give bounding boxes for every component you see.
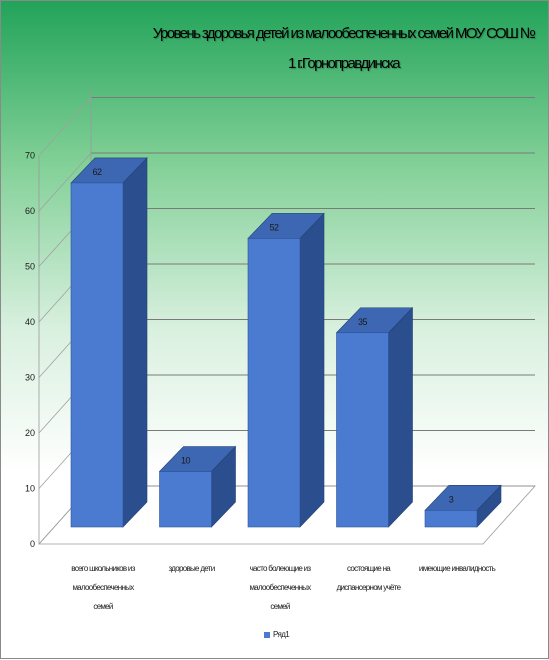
chart-title-line-1: Уровень здоровья детей из малообеспеченн… [152, 25, 536, 42]
y-tick-label: 20 [25, 428, 35, 438]
x-tick-label: всего школьников из малообеспеченных семей [51, 559, 155, 616]
x-tick-label-line: малообеспеченных [72, 583, 134, 592]
data-label: 62 [92, 167, 102, 177]
x-tick-label-line: семей [270, 602, 290, 611]
x-tick-label: имеющие инвалидность [405, 559, 509, 578]
bar [336, 332, 389, 528]
x-tick-label-line: семей [93, 602, 113, 611]
side-gridline [38, 97, 92, 156]
y-tick-label: 30 [25, 373, 35, 383]
y-tick-label: 60 [25, 206, 35, 216]
x-tick-label-line: диспансерном учёте [336, 583, 402, 592]
bar-side [122, 157, 148, 528]
x-tick-label-line: состоящие на [346, 564, 391, 573]
y-tick-label: 70 [25, 151, 35, 161]
chart-title: Уровень здоровья детей из малообеспеченн… [141, 19, 546, 79]
y-tick-label: 10 [25, 484, 35, 494]
x-tick-label-line: малообеспеченных [249, 583, 311, 592]
x-tick-label: состоящие на диспансерном учёте [317, 559, 421, 597]
x-tick-label-line: часто болеющие из [249, 564, 311, 573]
x-tick-label-line: имеющие инвалидность [418, 564, 496, 573]
data-label: 52 [269, 222, 279, 232]
data-label: 10 [181, 456, 191, 466]
data-label: 35 [358, 317, 368, 327]
x-tick-label-line: здоровые дети [168, 564, 215, 573]
side-gridline [38, 152, 92, 212]
x-tick-label-line: всего школьников из [71, 564, 135, 573]
bar [159, 471, 212, 528]
x-tick-label: здоровые дети [140, 559, 244, 578]
chart-title-line-2: 1 г.Горноправдинска [287, 55, 401, 72]
y-tick-label: 0 [30, 539, 35, 549]
bar [247, 238, 301, 528]
y-tick-label: 50 [25, 262, 35, 272]
legend: Ряд1 [264, 630, 290, 639]
y-tick-label: 40 [25, 317, 35, 327]
bar [424, 510, 478, 528]
x-tick-label: часто болеющие из малообеспеченных семей [228, 559, 332, 616]
legend-label: Ряд1 [273, 630, 290, 639]
data-label: 3 [449, 494, 454, 504]
bar-side [388, 307, 413, 528]
legend-swatch [264, 631, 270, 638]
bar-side [299, 212, 325, 528]
bar [70, 182, 124, 528]
